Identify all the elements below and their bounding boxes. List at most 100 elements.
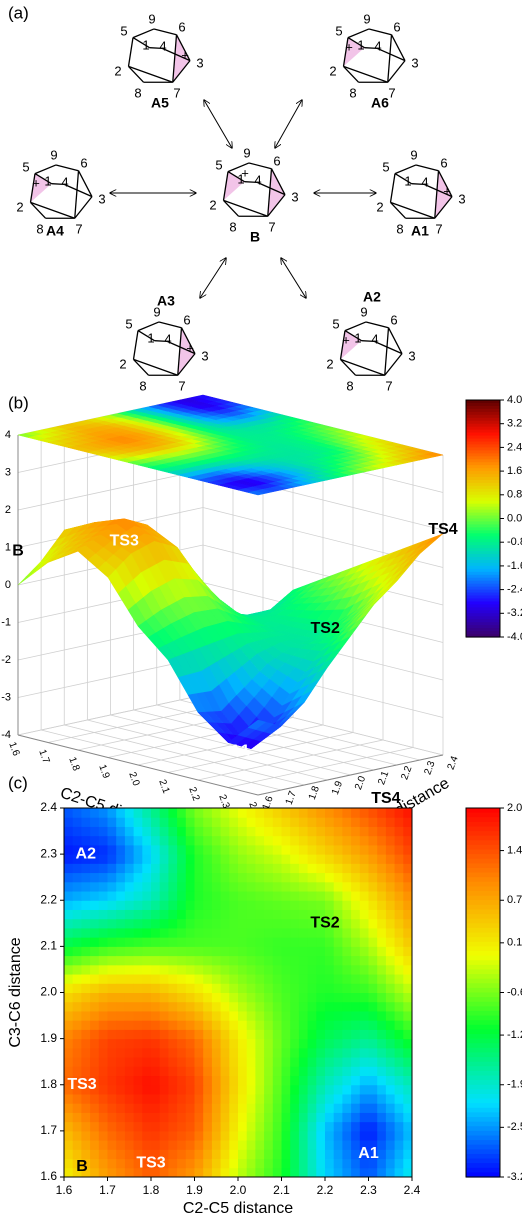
contour-cell: [98, 872, 108, 883]
contour-cell: [368, 881, 378, 892]
atom-number: 9: [410, 147, 417, 162]
contour-cell: [333, 1167, 343, 1178]
point-label: B: [76, 1158, 88, 1175]
contour-cell: [281, 863, 291, 874]
contour-cell: [107, 909, 117, 920]
contour-cell: [211, 937, 222, 947]
contour-cell: [342, 1140, 352, 1150]
contour-cell: [307, 1140, 317, 1150]
colorbar-slice: [466, 571, 500, 576]
contour-cell: [281, 1001, 291, 1012]
contour-cell: [377, 909, 387, 920]
atom-number: 9: [243, 145, 250, 160]
contour-cell: [177, 964, 187, 975]
contour-cell: [64, 1066, 74, 1077]
contour-cell: [229, 1020, 239, 1030]
contour-cell: [325, 1084, 335, 1095]
contour-cell: [351, 1001, 361, 1012]
bond: [132, 37, 150, 49]
contour-cell: [351, 964, 361, 975]
contour-cell: [351, 1149, 361, 1160]
contour-cell: [307, 909, 317, 920]
contour-cell: [229, 974, 239, 984]
contour-cell: [246, 983, 256, 993]
contour-cell: [229, 909, 239, 920]
colorbar-tick-label: -3.2: [507, 607, 522, 619]
contour-cell: [159, 1112, 169, 1123]
contour-cell: [81, 1029, 91, 1040]
contour-cell: [107, 900, 117, 910]
contour-cell: [333, 1010, 343, 1021]
contour-cell: [272, 863, 282, 874]
atom-number: 5: [382, 159, 389, 174]
bond: [411, 183, 425, 186]
contour-cell: [124, 1121, 135, 1132]
contour-cell: [333, 872, 343, 883]
contour-cell: [107, 964, 117, 975]
contour-cell: [255, 937, 265, 947]
bond: [154, 340, 168, 343]
contour-cell: [211, 1066, 222, 1077]
contour-cell: [298, 937, 309, 947]
contour-cell: [325, 1075, 335, 1086]
contour-cell: [90, 937, 100, 947]
contour-cell: [394, 1029, 404, 1040]
contour-cell: [133, 1038, 143, 1049]
contour-cell: [394, 1093, 404, 1104]
contour-cell: [238, 1010, 248, 1021]
contour-cell: [90, 835, 100, 846]
colorbar-slice: [466, 583, 500, 588]
contour-cell: [98, 1057, 108, 1067]
contour-cell: [298, 1167, 309, 1178]
contour-cell: [177, 955, 187, 966]
contour-cell: [325, 927, 335, 938]
contour-cell: [72, 1010, 82, 1021]
contour-cell: [116, 817, 126, 827]
contour-cell: [333, 1103, 343, 1113]
contour-cell: [272, 964, 282, 975]
contour-cell: [385, 937, 396, 947]
contour-cell: [403, 844, 413, 855]
contour-cell: [116, 1140, 126, 1150]
contour-cell: [194, 1130, 204, 1141]
colorbar-tick-label: 1.6: [507, 465, 522, 477]
contour-cell: [377, 808, 387, 818]
contour-cell: [142, 1020, 152, 1030]
contour-cell: [142, 835, 152, 846]
colorbar-slice: [466, 1006, 500, 1012]
charge: +: [186, 340, 194, 355]
contour-cell: [385, 1020, 396, 1030]
contour-cell: [98, 881, 108, 892]
contour-cell: [81, 1001, 91, 1012]
contour-cell: [316, 1020, 326, 1030]
contour-cell: [290, 1149, 300, 1160]
contour-cell: [255, 900, 265, 910]
contour-cell: [394, 992, 404, 1003]
contour-cell: [246, 1130, 256, 1141]
contour-cell: [159, 1010, 169, 1021]
contour-cell: [72, 826, 82, 837]
contour-cell: [220, 1121, 230, 1132]
contour-cell: [246, 1010, 256, 1021]
contour-cell: [177, 844, 187, 855]
colorbar-slice: [466, 1158, 500, 1164]
contour-cell: [255, 1158, 265, 1169]
contour-cell: [359, 1029, 369, 1040]
contour-cell: [142, 817, 152, 827]
contour-cell: [359, 1167, 369, 1178]
contour-cell: [238, 900, 248, 910]
contour-cell: [64, 863, 74, 874]
contour-cell: [281, 964, 291, 975]
contour-cell: [316, 881, 326, 892]
contour-cell: [124, 1038, 135, 1049]
colorbar-slice: [466, 497, 500, 502]
colorbar-slice: [466, 1153, 500, 1160]
colorbar-slice: [466, 927, 500, 934]
contour-cell: [281, 1075, 291, 1086]
contour-cell: [124, 918, 135, 929]
contour-cell: [316, 1038, 326, 1049]
contour-cell: [90, 983, 100, 993]
contour-cell: [264, 983, 274, 993]
contour-cell: [177, 1167, 187, 1178]
contour-cell: [159, 1158, 169, 1169]
